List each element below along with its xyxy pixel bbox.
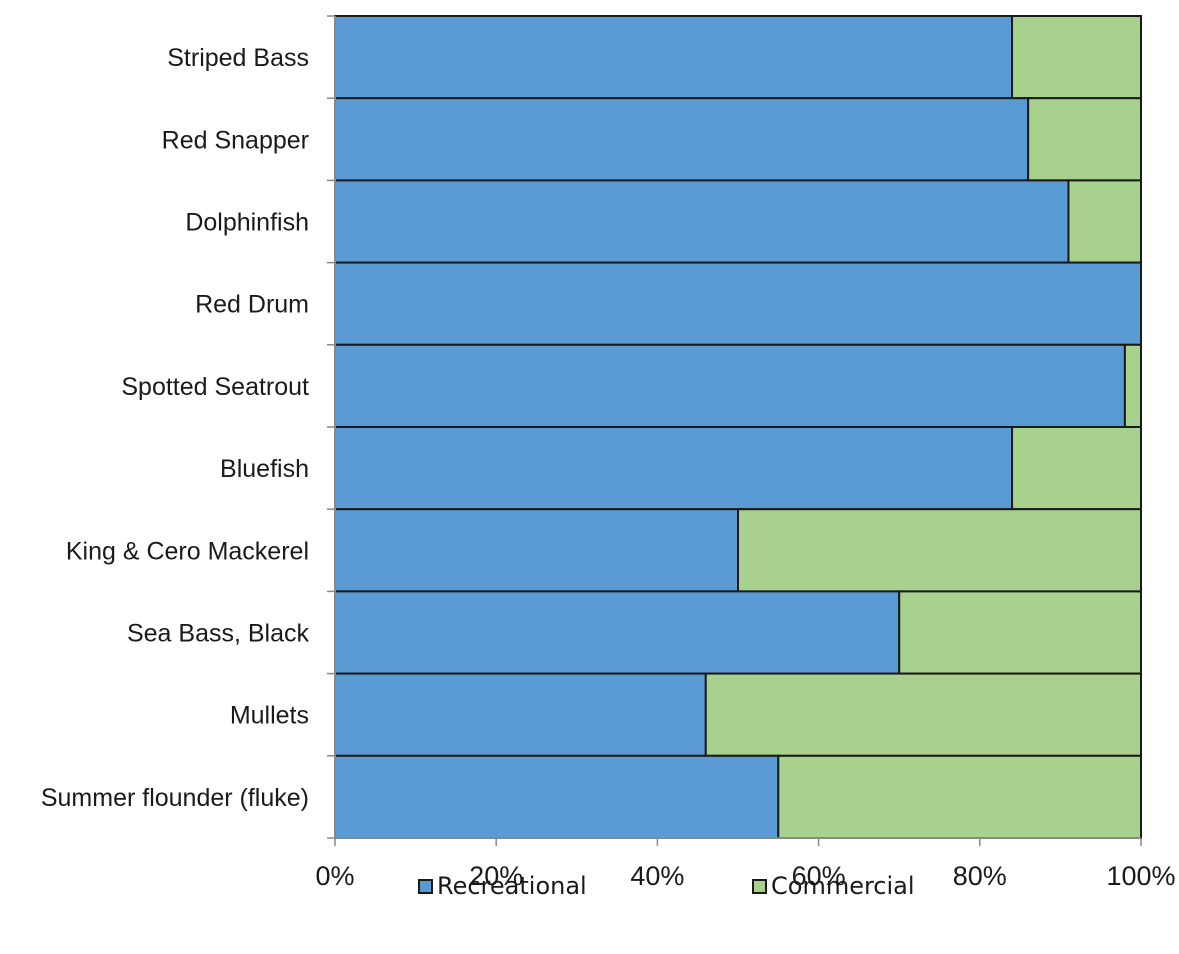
bar-recreational-striped-bass (334, 15, 1014, 100)
bar-recreational-king-cero-mackerel (334, 508, 739, 593)
legend-label-commercial: Commercial (771, 872, 915, 900)
bar-recreational-bluefish (334, 426, 1014, 511)
legend-label-recreational: Recreational (437, 872, 587, 900)
category-label: Dolphinfish (185, 209, 309, 237)
legend-item-commercial: Commercial (752, 872, 915, 900)
x-tick-label: 0% (315, 861, 354, 891)
bar-recreational-spotted-seatrout (334, 343, 1126, 428)
bar-commercial-bluefish (1011, 426, 1142, 511)
bar-commercial-sea-bass-black (898, 590, 1143, 675)
bar-recreational-red-drum (334, 261, 1142, 346)
bar-recreational-sea-bass-black (334, 590, 901, 675)
bar-commercial-dolphinfish (1067, 179, 1142, 264)
legend-swatch-recreational (418, 878, 433, 894)
legend: Recreational Commercial (0, 872, 1179, 912)
bar-commercial-spotted-seatrout (1123, 343, 1143, 428)
category-label: Summer flounder (fluke) (41, 784, 309, 812)
bar-commercial-mullets (704, 672, 1142, 757)
legend-item-recreational: Recreational (418, 872, 587, 900)
category-label: Bluefish (220, 455, 309, 483)
x-tick-label: 80% (953, 861, 1007, 891)
category-label: Red Snapper (162, 126, 309, 154)
bar-recreational-mullets (334, 672, 707, 757)
axes-group (327, 15, 1142, 846)
x-tick-label: 60% (792, 861, 846, 891)
bar-recreational-red-snapper (334, 97, 1030, 182)
bar-commercial-red-snapper (1027, 97, 1143, 182)
category-label: Spotted Seatrout (121, 373, 309, 401)
category-label: Mullets (230, 702, 309, 730)
bar-recreational-dolphinfish (334, 179, 1070, 264)
legend-swatch-commercial (752, 878, 767, 894)
category-labels: Striped Bass Red Snapper Dolphinfish Red Dr… (41, 44, 310, 812)
bar-commercial-summer-flounder-fluke (777, 754, 1142, 839)
x-tick-label: 40% (630, 861, 684, 891)
x-tick-label: 20% (469, 861, 523, 891)
category-label: Sea Bass, Black (127, 620, 310, 648)
bar-recreational-summer-flounder-fluke (334, 754, 780, 839)
bar-commercial-king-cero-mackerel (737, 508, 1142, 593)
x-tick-label: 100% (1106, 861, 1175, 891)
category-label: King & Cero Mackerel (66, 537, 309, 565)
bars-group (334, 15, 1143, 839)
bar-commercial-striped-bass (1011, 15, 1142, 100)
category-label: Red Drum (195, 291, 309, 319)
x-tick-labels: 0% 20% 40% 60% 80% 100% (315, 861, 1175, 891)
category-label: Striped Bass (167, 44, 309, 72)
